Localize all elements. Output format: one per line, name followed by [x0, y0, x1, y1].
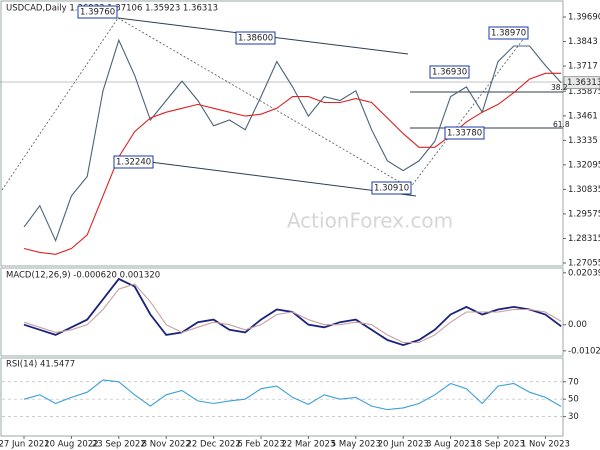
y-tick-label: 1.30835: [568, 185, 600, 195]
annotation-box: [488, 26, 529, 40]
y-tick-label: 0.020399: [568, 268, 600, 278]
x-tick-label: 18 Sep 2023: [471, 440, 525, 450]
annotation-box: [77, 5, 118, 19]
y-tick-label: 1.39690: [568, 13, 600, 23]
y-tick-label: 70: [568, 377, 579, 387]
watermark: ActionForex.com: [287, 209, 453, 233]
price-tag-box: [563, 76, 600, 90]
x-tick-label: 3 Aug 2023: [426, 440, 475, 450]
annotation: 61.8: [553, 120, 570, 129]
y-tick-label: 50: [568, 395, 579, 405]
price-tag: 1.36313: [567, 78, 600, 88]
y-tick-label: 1.3461: [568, 111, 598, 121]
annotation: 1.32240: [116, 158, 151, 168]
y-tick-label: 1.3843: [568, 37, 598, 47]
annotation: 1.38600: [238, 34, 273, 44]
y-tick-label: 0.00: [568, 320, 587, 330]
y-tick-label: 1.35875: [568, 87, 600, 97]
series-line: [23, 283, 562, 344]
rsi-title: RSI(14) 41.5477: [6, 360, 75, 370]
y-tick-label: 30: [568, 412, 579, 422]
x-tick-label: 8 Nov 2022: [142, 440, 191, 450]
macd-title: MACD(12,26,9) -0.000620 0.001320: [6, 271, 160, 281]
x-tick-label: 22 Mar 2023: [281, 440, 335, 450]
annotation: 1.36930: [432, 68, 467, 78]
trend-dashed: [117, 17, 411, 189]
y-tick-label: 1.29575: [568, 209, 600, 219]
x-tick-label: 23 Sep 2022: [92, 440, 146, 450]
annotation-box: [429, 65, 470, 79]
annotation: 38.2: [551, 83, 568, 92]
annotation: 1.33780: [447, 129, 482, 139]
y-tick-label: 1.3335: [568, 136, 598, 146]
y-tick-label: -0.01026: [568, 346, 600, 356]
series-line: [23, 379, 562, 411]
annotation: 1.39760: [80, 8, 115, 18]
annotation: 1.30910: [374, 184, 409, 194]
x-tick-label: 6 Feb 2023: [237, 440, 285, 450]
trend-dashed: [1, 17, 119, 191]
y-tick-label: 1.28315: [568, 234, 600, 244]
x-tick-label: 27 Jun 2022: [0, 440, 50, 450]
y-tick-label: 1.27055: [568, 259, 600, 269]
price-panel: [0, 0, 564, 267]
annotation: 1.38970: [491, 29, 526, 39]
x-tick-label: 20 Jun 2023: [378, 440, 429, 450]
x-tick-label: 1 Nov 2023: [521, 440, 570, 450]
rsi-panel: [0, 357, 564, 437]
x-tick-label: 5 May 2023: [331, 440, 381, 450]
x-tick-label: 22 Dec 2022: [186, 440, 240, 450]
macd-panel: [0, 267, 564, 357]
y-tick-label: 1.32095: [568, 160, 600, 170]
y-tick-label: 1.3717: [568, 62, 598, 72]
annotation-box: [444, 126, 485, 140]
annotation-box: [113, 155, 154, 169]
series-line: [23, 72, 562, 255]
x-tick-label: 10 Aug 2022: [44, 440, 98, 450]
annotation-box: [235, 31, 276, 45]
series-line: [23, 38, 562, 243]
trend-dashed: [409, 32, 529, 189]
annotation-box: [371, 181, 412, 195]
